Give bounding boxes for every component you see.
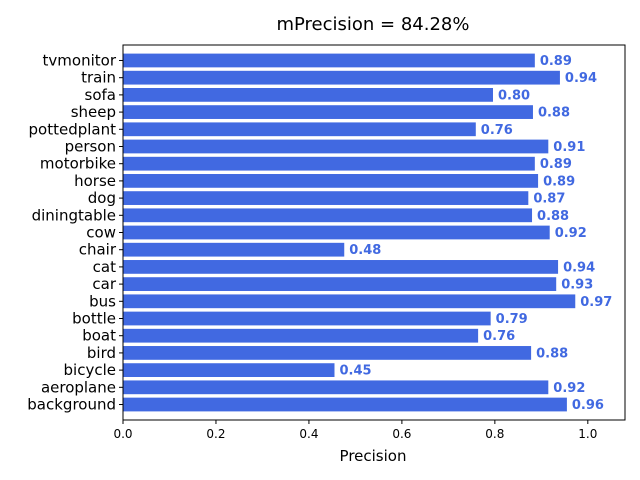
bar-boat bbox=[123, 328, 479, 343]
category-label-diningtable: diningtable bbox=[32, 206, 116, 224]
bar-sofa bbox=[123, 88, 493, 102]
bar-aeroplane bbox=[123, 380, 549, 395]
category-label-boat: boat bbox=[82, 327, 116, 345]
value-label-cat: 0.94 bbox=[563, 260, 595, 275]
category-label-aeroplane: aeroplane bbox=[41, 378, 116, 396]
bar-cow bbox=[123, 225, 550, 240]
category-label-dog: dog bbox=[88, 189, 116, 207]
bar-chair bbox=[123, 242, 345, 257]
value-label-horse: 0.89 bbox=[543, 174, 575, 189]
value-label-boat: 0.76 bbox=[483, 329, 515, 344]
value-label-pottedplant: 0.76 bbox=[481, 123, 513, 138]
category-label-person: person bbox=[65, 137, 116, 155]
x-tick-label: 0.6 bbox=[392, 427, 411, 441]
bar-car bbox=[123, 277, 557, 291]
value-labels-group: 0.96 0.92 0.45 0.88 0.76 0.79 0.97 0.93 0.94 0.48… bbox=[339, 54, 612, 413]
category-label-sheep: sheep bbox=[71, 103, 116, 121]
value-label-dog: 0.87 bbox=[533, 192, 565, 207]
category-label-bicycle: bicycle bbox=[64, 361, 116, 379]
x-tick-label: 0.4 bbox=[299, 427, 318, 441]
category-label-car: car bbox=[92, 275, 116, 293]
category-label-cow: cow bbox=[86, 224, 116, 242]
bar-horse bbox=[123, 174, 539, 188]
bar-bird bbox=[123, 346, 532, 360]
value-label-bird: 0.88 bbox=[536, 346, 568, 361]
bar-pottedplant bbox=[123, 122, 476, 137]
value-label-motorbike: 0.89 bbox=[540, 157, 572, 172]
category-label-sofa: sofa bbox=[85, 86, 116, 104]
category-label-motorbike: motorbike bbox=[40, 155, 116, 173]
value-label-chair: 0.48 bbox=[349, 243, 381, 258]
category-label-train: train bbox=[81, 69, 116, 87]
category-label-pottedplant: pottedplant bbox=[29, 120, 117, 138]
value-label-bicycle: 0.45 bbox=[339, 364, 371, 379]
x-tick-label: 0.8 bbox=[485, 427, 504, 441]
value-label-aeroplane: 0.92 bbox=[553, 381, 585, 396]
value-label-cow: 0.92 bbox=[555, 226, 587, 241]
category-label-bird: bird bbox=[87, 344, 116, 362]
x-tick-label: 0.0 bbox=[113, 427, 132, 441]
bar-dog bbox=[123, 191, 529, 205]
value-label-bottle: 0.79 bbox=[496, 312, 528, 327]
value-label-train: 0.94 bbox=[565, 71, 597, 86]
category-label-chair: chair bbox=[79, 241, 117, 259]
bar-sheep bbox=[123, 105, 533, 119]
category-label-horse: horse bbox=[74, 172, 116, 190]
bars-group bbox=[123, 53, 576, 412]
plot-frame bbox=[122, 44, 626, 421]
bar-person bbox=[123, 139, 549, 154]
value-label-sofa: 0.80 bbox=[498, 88, 530, 103]
x-tick-label: 0.2 bbox=[206, 427, 225, 441]
bar-cat bbox=[123, 260, 559, 274]
value-label-sheep: 0.88 bbox=[538, 106, 570, 121]
value-label-bus: 0.97 bbox=[580, 295, 612, 310]
bar-bottle bbox=[123, 311, 491, 326]
bar-train bbox=[123, 70, 560, 85]
y-axis-ticks: backgroundaeroplanebicyclebirdboatbottle… bbox=[27, 51, 123, 414]
category-label-cat: cat bbox=[93, 258, 116, 276]
x-tick-label: 1.0 bbox=[578, 427, 597, 441]
bar-motorbike bbox=[123, 156, 535, 171]
value-label-tvmonitor: 0.89 bbox=[540, 54, 572, 69]
category-label-bottle: bottle bbox=[72, 310, 116, 328]
category-label-background: background bbox=[27, 396, 116, 414]
value-label-diningtable: 0.88 bbox=[537, 209, 569, 224]
chart-title: mPrecision = 84.28% bbox=[276, 14, 469, 35]
category-label-tvmonitor: tvmonitor bbox=[43, 51, 117, 69]
bar-bicycle bbox=[123, 363, 335, 377]
category-label-bus: bus bbox=[89, 292, 116, 310]
bar-bus bbox=[123, 294, 576, 309]
x-axis-ticks: 0.0 0.2 0.4 0.6 0.8 1.0 bbox=[113, 420, 597, 441]
value-label-person: 0.91 bbox=[553, 140, 585, 155]
bar-background bbox=[123, 397, 567, 412]
value-label-background: 0.96 bbox=[572, 398, 604, 413]
bar-diningtable bbox=[123, 208, 533, 223]
value-label-car: 0.93 bbox=[561, 278, 593, 293]
bar-tvmonitor bbox=[123, 53, 535, 68]
x-axis-title: Precision bbox=[340, 447, 407, 465]
